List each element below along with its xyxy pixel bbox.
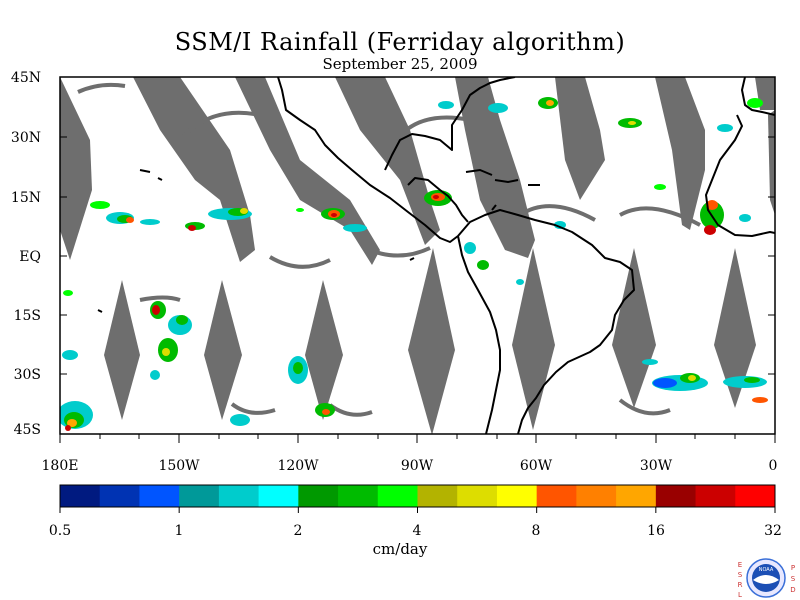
colorbar-swatch-7 [338,485,379,507]
rain-itcz-central-pacific [185,208,252,231]
lat-label-15s: 15S [14,308,41,324]
colorbar-label-32: 32 [764,523,782,539]
coast-yucatan-central-america [407,177,469,223]
colorbar-swatch-5 [258,485,299,507]
swath-arcs [77,82,701,417]
colorbar-swatch-10 [457,485,498,507]
islands [97,168,540,313]
rainfall-patches [60,97,768,431]
logo-left-s: S [738,571,743,579]
lat-label-eq: EQ [19,249,41,265]
coast-north-america-west [277,77,459,243]
swath-gaps-south [104,248,756,434]
lat-label-45n: 45N [11,70,41,86]
rain-amazon [464,221,566,285]
colorbar-label-1: 1 [175,523,184,539]
colorbar-swatch-14 [616,485,657,507]
colorbar-tick-labels: 0.5 1 2 4 8 16 32 [49,523,782,539]
coast-africa-west [705,114,775,237]
colorbar-label-16: 16 [647,523,665,539]
lon-label-30w: 30W [640,458,673,474]
longitude-ticks [59,434,776,443]
lat-label-45s: 45S [14,422,41,438]
colorbar-swatch-15 [655,485,697,507]
lat-label-15n: 15N [11,190,41,206]
coast-gulf-mexico [384,77,516,171]
lon-label-150w: 150W [158,458,200,474]
colorbar-swatch-9 [417,485,458,507]
lat-label-30s: 30S [14,367,41,383]
noaa-esrl-psd-logo: E S R L P S D NOAA [738,558,796,599]
logo-left-r: R [738,581,743,589]
map-title: SSM/I Rainfall (Ferriday algorithm) [174,28,626,56]
lon-label-180e: 180E [42,458,79,474]
rain-itcz-west-pacific [90,201,160,225]
colorbar-swatch-17 [735,485,776,507]
rain-south-pacific-convergence [62,290,192,380]
lat-label-30n: 30N [11,130,41,146]
colorbar-swatch-8 [377,485,418,507]
longitude-labels: 180E 150W 120W 90W 60W 30W 0 [42,458,778,474]
colorbar-label-0.5: 0.5 [49,523,71,539]
colorbar-swatch-16 [695,485,736,507]
lon-label-120w: 120W [277,458,319,474]
map-subtitle: September 25, 2009 [322,55,478,73]
logo-right-s: S [791,575,796,583]
latitude-labels: 45N 30N 15N EQ 15S 30S 45S [11,70,41,438]
coast-south-america [457,209,635,434]
rain-southeast-pacific [230,356,335,426]
rain-central-america [424,190,452,206]
lon-label-60w: 60W [520,458,553,474]
colorbar-swatch-12 [536,485,577,507]
colorbar-swatch-11 [496,485,538,507]
colorbar-swatch-1 [99,485,140,507]
swath-gaps-north [60,77,775,265]
colorbar [59,484,776,513]
noaa-logo-text: NOAA [759,567,774,573]
colorbar-swatch-4 [218,485,260,507]
rain-south-atlantic [642,359,768,403]
colorbar-label-2: 2 [294,523,303,539]
lon-label-90w: 90W [401,458,434,474]
logo-right-p: P [791,564,795,572]
rain-west-africa [654,184,751,235]
lon-label-0: 0 [769,458,778,474]
colorbar-label-4: 4 [413,523,422,539]
colorbar-swatch-13 [576,485,617,507]
colorbar-swatch-6 [298,485,339,507]
colorbar-swatch-3 [179,485,220,507]
logo-right-d: D [790,586,795,594]
coast-europe [741,77,775,116]
colorbar-unit-label: cm/day [372,540,428,558]
rain-southern-ocean-west [60,401,93,431]
rain-caribbean-atlantic-north [438,97,763,132]
logo-left-e: E [738,561,742,569]
rain-itcz-east-pacific [296,208,367,232]
latitude-ticks [60,76,775,375]
colorbar-swatch-0 [60,485,101,507]
coast-south-america-west [457,235,501,434]
coastlines [277,77,775,434]
colorbar-label-8: 8 [532,523,541,539]
noaa-logo-bird [753,575,779,584]
colorbar-swatch-2 [139,485,180,507]
logo-left-l: L [738,591,742,599]
